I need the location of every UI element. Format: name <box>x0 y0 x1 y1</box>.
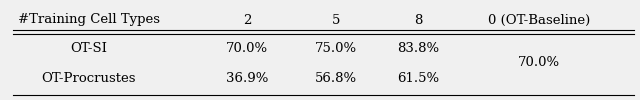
Text: 70.0%: 70.0% <box>226 42 268 55</box>
Text: 0 (OT-Baseline): 0 (OT-Baseline) <box>488 14 590 26</box>
Text: OT-SI: OT-SI <box>70 42 108 55</box>
Text: 83.8%: 83.8% <box>397 42 439 55</box>
Text: OT-Procrustes: OT-Procrustes <box>42 72 136 84</box>
Text: 5: 5 <box>332 14 340 26</box>
Text: 75.0%: 75.0% <box>315 42 357 55</box>
Text: 70.0%: 70.0% <box>518 56 560 70</box>
Text: 2: 2 <box>243 14 252 26</box>
Text: 8: 8 <box>414 14 422 26</box>
Text: #Training Cell Types: #Training Cell Types <box>18 14 160 26</box>
Text: 56.8%: 56.8% <box>315 72 357 84</box>
Text: 36.9%: 36.9% <box>226 72 268 84</box>
Text: 61.5%: 61.5% <box>397 72 439 84</box>
